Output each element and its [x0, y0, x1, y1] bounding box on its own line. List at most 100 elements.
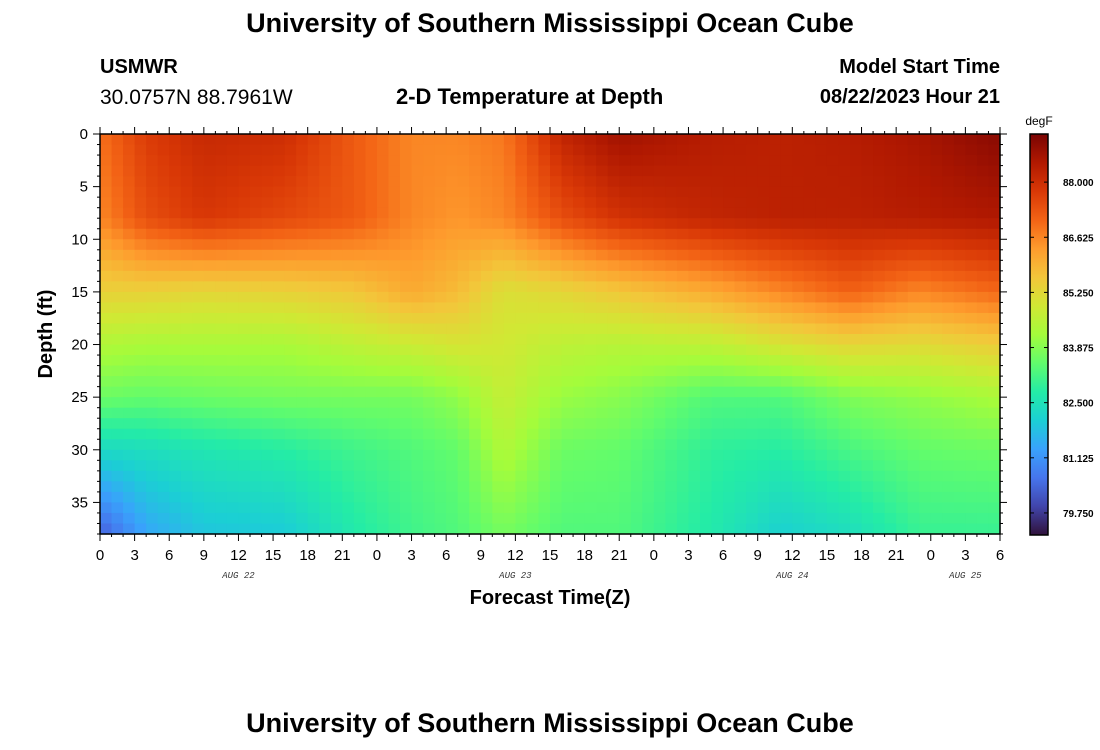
heatmap-cell [226, 365, 240, 377]
heatmap-cell [884, 218, 897, 230]
heatmap-cell [192, 481, 205, 493]
heatmap-cell [480, 323, 493, 335]
heatmap-cell [953, 491, 966, 504]
heatmap-cell [307, 491, 320, 504]
heatmap-cell [169, 312, 182, 325]
heatmap-cell [573, 270, 586, 282]
heatmap-cell [907, 207, 920, 219]
heatmap-cell [284, 449, 297, 461]
heatmap-cell [550, 302, 563, 314]
heatmap-cell [503, 155, 516, 167]
heatmap-cell [769, 270, 782, 282]
heatmap-cell [676, 502, 690, 514]
heatmap-cell [157, 270, 170, 282]
heatmap-cell [919, 523, 932, 535]
heatmap-cell [884, 355, 897, 367]
heatmap-cell [296, 481, 309, 493]
heatmap-cell [815, 323, 828, 335]
heatmap-cell [526, 481, 540, 493]
heatmap-cell [330, 291, 343, 304]
heatmap-cell [353, 376, 366, 388]
heatmap-cell [376, 323, 390, 335]
heatmap-cell [342, 334, 355, 346]
heatmap-cell [746, 197, 759, 209]
heatmap-cell [423, 281, 436, 293]
heatmap-cell [769, 460, 782, 472]
heatmap-cell [353, 134, 366, 146]
heatmap-cell [100, 207, 113, 219]
heatmap-cell [353, 334, 366, 346]
heatmap-cell [376, 502, 390, 514]
heatmap-cell [307, 481, 320, 493]
heatmap-cell [480, 197, 493, 209]
heatmap-cell [319, 312, 332, 325]
heatmap-cell [388, 291, 401, 304]
heatmap-cell [526, 428, 540, 440]
heatmap-cell [607, 197, 620, 209]
heatmap-cell [515, 512, 528, 525]
heatmap-cell [469, 428, 482, 440]
heatmap-cell [238, 439, 251, 451]
heatmap-cell [480, 344, 493, 356]
heatmap-cell [423, 344, 436, 356]
heatmap-cell [630, 386, 643, 398]
heatmap-cell [146, 186, 159, 198]
heatmap-cell [561, 291, 574, 304]
heatmap-cell [884, 239, 897, 251]
heatmap-cell [642, 376, 655, 388]
heatmap-cell [100, 460, 113, 472]
heatmap-cell [988, 344, 1001, 356]
heatmap-cell [873, 460, 886, 472]
heatmap-cell [515, 355, 528, 367]
heatmap-cell [203, 134, 216, 146]
heatmap-cell [296, 197, 309, 209]
colorbar-tick-label: 85.250 [1063, 288, 1094, 299]
heatmap-cell [734, 239, 747, 251]
heatmap-cell [192, 302, 205, 314]
heatmap-cell [284, 291, 297, 304]
heatmap-cell [492, 176, 505, 188]
heatmap-cell [526, 470, 540, 482]
heatmap-cell [203, 460, 216, 472]
heatmap-cell [734, 270, 747, 282]
heatmap-cell [515, 260, 528, 272]
heatmap-cell [388, 155, 401, 167]
heatmap-cell [515, 165, 528, 177]
heatmap-cell [480, 334, 493, 346]
heatmap-cell [746, 491, 759, 504]
heatmap-cell [342, 323, 355, 335]
heatmap-cell [711, 512, 724, 525]
heatmap-cell [411, 344, 424, 356]
heatmap-cell [896, 460, 909, 472]
heatmap-cell [503, 291, 516, 304]
heatmap-cell [642, 481, 655, 493]
heatmap-cell [573, 355, 586, 367]
heatmap-cell [480, 502, 493, 514]
heatmap-cell [330, 302, 343, 314]
heatmap-cell [238, 334, 251, 346]
heatmap-cell [711, 418, 724, 430]
heatmap-cell [330, 249, 343, 261]
heatmap-cell [365, 386, 378, 398]
heatmap-cell [803, 197, 816, 209]
heatmap-cell [953, 428, 966, 440]
heatmap-cell [676, 523, 690, 535]
heatmap-cell [919, 218, 932, 230]
heatmap-cell [676, 218, 690, 230]
heatmap-cell [826, 418, 840, 430]
heatmap-cell [619, 260, 632, 272]
heatmap-cell [723, 386, 736, 398]
heatmap-cell [515, 502, 528, 514]
heatmap-cell [134, 428, 147, 440]
heatmap-cell [538, 270, 551, 282]
heatmap-cell [746, 334, 759, 346]
heatmap-cell [688, 302, 701, 314]
heatmap-cell [953, 460, 966, 472]
heatmap-cell [215, 439, 228, 451]
heatmap-cell [676, 312, 690, 325]
heatmap-cell [434, 323, 447, 335]
heatmap-cell [803, 470, 816, 482]
heatmap-cell [330, 312, 343, 325]
heatmap-cell [838, 470, 851, 482]
page-title: University of Southern Mississippi Ocean… [246, 8, 854, 38]
